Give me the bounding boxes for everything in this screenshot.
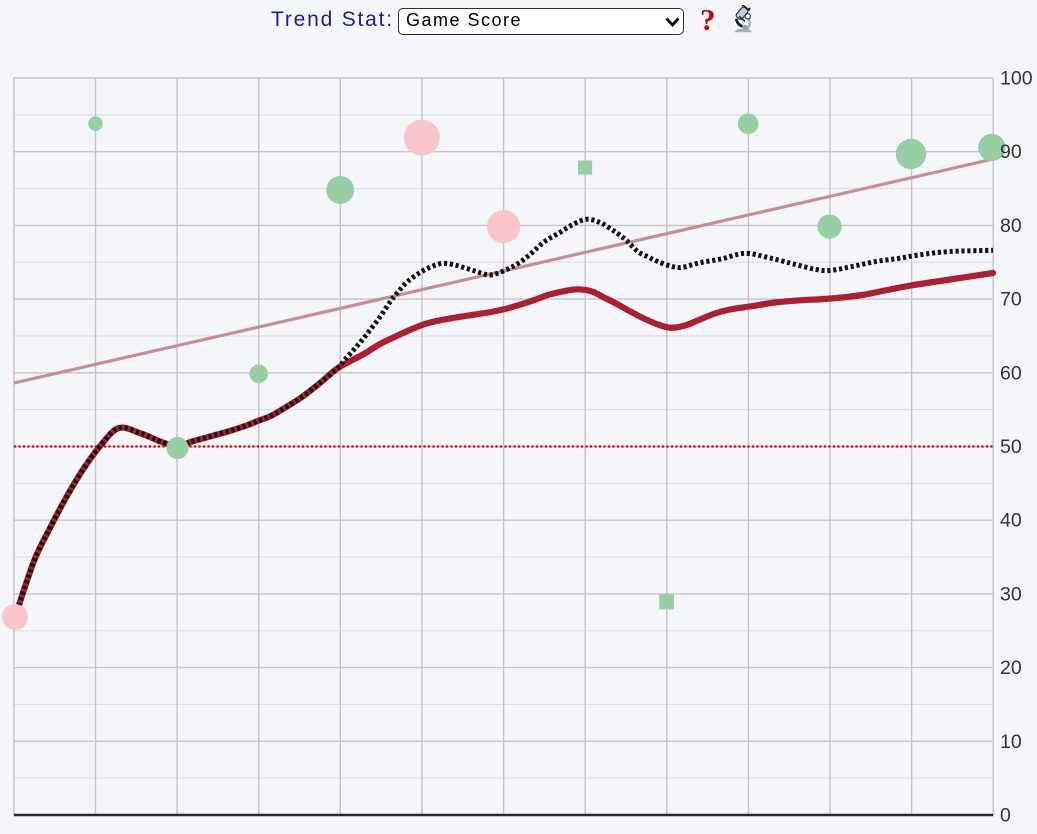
svg-text:10: 10 [1000, 731, 1022, 753]
svg-text:20: 20 [1000, 657, 1022, 679]
svg-text:80: 80 [1000, 215, 1022, 237]
svg-text:40: 40 [1000, 510, 1022, 532]
svg-text:60: 60 [1000, 362, 1022, 384]
svg-text:50: 50 [1000, 436, 1022, 458]
svg-text:90: 90 [1000, 141, 1022, 163]
svg-text:70: 70 [1000, 289, 1022, 311]
svg-text:0: 0 [1000, 805, 1011, 827]
svg-text:30: 30 [1000, 583, 1022, 605]
svg-text:100: 100 [1000, 68, 1033, 90]
